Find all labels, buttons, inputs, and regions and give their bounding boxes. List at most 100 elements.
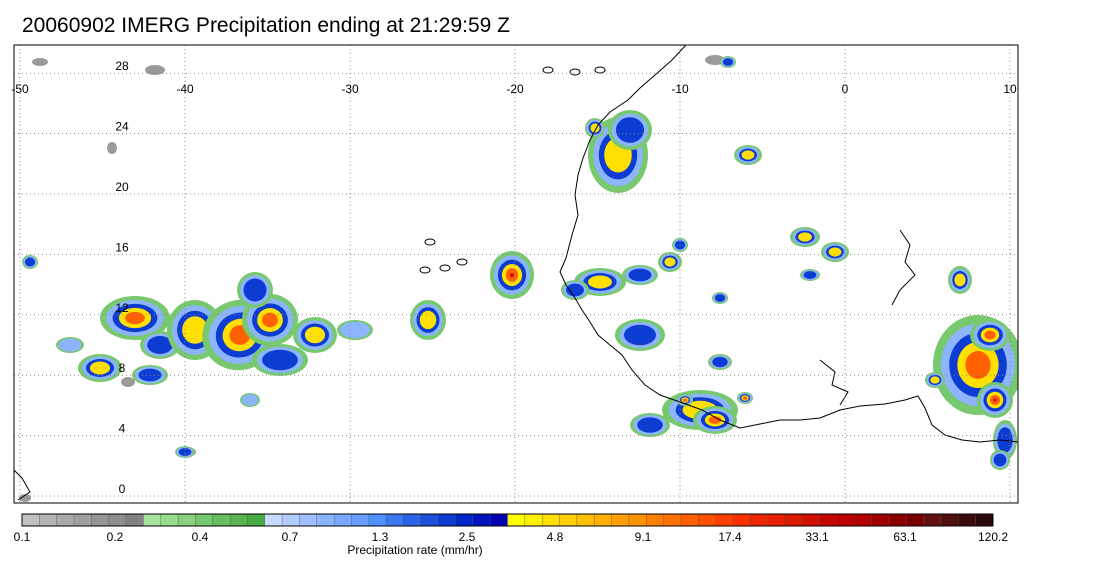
- precip-contour: [58, 338, 82, 352]
- latitude-label: 16: [115, 240, 129, 254]
- precip-cell: [574, 268, 626, 296]
- precip-cell: [708, 354, 732, 370]
- colorbar-swatch: [698, 513, 717, 527]
- precip-contour: [262, 312, 278, 328]
- precip-cell: [240, 393, 260, 407]
- colorbar-swatch: [507, 513, 526, 527]
- colorbar-swatch: [593, 513, 613, 527]
- precip-contour: [615, 117, 645, 143]
- colorbar-swatch: [403, 513, 422, 527]
- coastline: [14, 45, 1018, 501]
- latitude-label: 28: [115, 59, 129, 73]
- latitude-label: 24: [115, 120, 129, 134]
- colorbar-swatch: [732, 513, 751, 527]
- colorbar-swatch: [680, 513, 699, 527]
- map-title: 20060902 IMERG Precipitation ending at 2…: [22, 14, 510, 37]
- precip-cell: [410, 300, 446, 340]
- colorbar-swatch: [420, 513, 439, 527]
- colorbar-swatch: [888, 513, 907, 527]
- precip-cell: [293, 317, 337, 353]
- precip-light: [32, 58, 48, 66]
- precip-contour: [628, 268, 652, 282]
- graticule: [14, 45, 1018, 503]
- precip-contour: [243, 278, 267, 302]
- colorbar-swatch: [871, 513, 890, 527]
- precip-cell: [977, 382, 1013, 418]
- precip-cell: [993, 420, 1017, 460]
- colorbar-swatch: [646, 513, 665, 527]
- precip-contour: [637, 417, 663, 433]
- colorbar-swatch: [316, 513, 335, 527]
- precip-cell: [720, 56, 736, 68]
- colorbar-swatch: [385, 513, 404, 527]
- precip-contour: [304, 326, 326, 344]
- colorbar-tick-label: 2.5: [459, 530, 476, 544]
- colorbar-swatch: [576, 513, 595, 527]
- island-outline: [569, 68, 581, 76]
- colorbar-tick-label: 0.7: [282, 530, 299, 544]
- precip-cell: [658, 252, 682, 272]
- colorbar-tick-label: 0.4: [192, 530, 209, 544]
- colorbar-swatch: [368, 513, 387, 527]
- colorbar-swatch: [611, 513, 630, 527]
- colorbar-tick-label: 0.2: [107, 530, 124, 544]
- precip-contour: [993, 453, 1007, 467]
- precip-contour: [954, 273, 966, 287]
- colorbar-tick-label: 0.1: [14, 530, 31, 544]
- colorbar-swatch: [472, 513, 491, 527]
- precip-contour: [682, 398, 688, 402]
- colorbar-swatch: [299, 513, 318, 527]
- latitude-labels: 0 4 8 12 16 20 24 28: [115, 59, 129, 496]
- south-america-coastline: [14, 469, 31, 501]
- map-frame: [13, 44, 1019, 504]
- precip-cell: [693, 406, 737, 434]
- colorbar-swatch: [333, 513, 352, 527]
- colorbar-swatch: [264, 513, 283, 527]
- precip-contour: [624, 324, 656, 346]
- island-outline: [419, 266, 431, 274]
- precip-cell: [925, 372, 945, 388]
- colorbar-swatch: [56, 513, 75, 527]
- precip-contour: [241, 394, 259, 406]
- precip-cell: [800, 269, 820, 281]
- precip-contour: [741, 150, 755, 160]
- colorbar-swatch: [212, 513, 231, 527]
- precip-light: [107, 142, 117, 154]
- colorbar-swatch: [108, 513, 127, 527]
- colorbar-swatch: [351, 513, 370, 527]
- colorbar-frame: [21, 513, 994, 527]
- longitude-label: -50: [11, 82, 29, 96]
- colorbar-swatch: [281, 513, 300, 527]
- precip-contour: [664, 257, 676, 267]
- precipitation-field: [19, 55, 1018, 502]
- colorbar-swatch: [767, 513, 786, 527]
- precip-contour: [742, 396, 748, 400]
- precip-contour: [714, 294, 726, 302]
- precip-cell: [970, 319, 1010, 351]
- colorbar-swatch: [906, 513, 925, 527]
- colorbar-swatch: [143, 513, 162, 527]
- colorbar-swatch: [437, 513, 456, 527]
- latitude-label: 8: [119, 361, 126, 375]
- island-outline: [542, 66, 554, 74]
- precip-contour: [566, 283, 584, 297]
- longitude-label: 0: [842, 82, 849, 96]
- precip-cell: [252, 344, 308, 376]
- precip-contour: [588, 275, 612, 289]
- precip-cell: [490, 251, 534, 299]
- colorbar-swatch: [784, 513, 803, 527]
- precip-cell: [630, 413, 670, 437]
- colorbar-swatch: [455, 513, 474, 527]
- longitude-label: -40: [176, 82, 194, 96]
- latitude-label: 12: [115, 301, 129, 315]
- precip-contour: [803, 271, 817, 279]
- precip-light: [121, 377, 135, 387]
- precip-contour: [712, 356, 728, 368]
- precip-contour: [178, 448, 192, 456]
- precip-cell: [712, 292, 728, 304]
- colorbar-swatch: [715, 513, 734, 527]
- island-outline: [594, 66, 606, 74]
- precip-cell: [237, 272, 273, 308]
- river-line: [891, 229, 916, 306]
